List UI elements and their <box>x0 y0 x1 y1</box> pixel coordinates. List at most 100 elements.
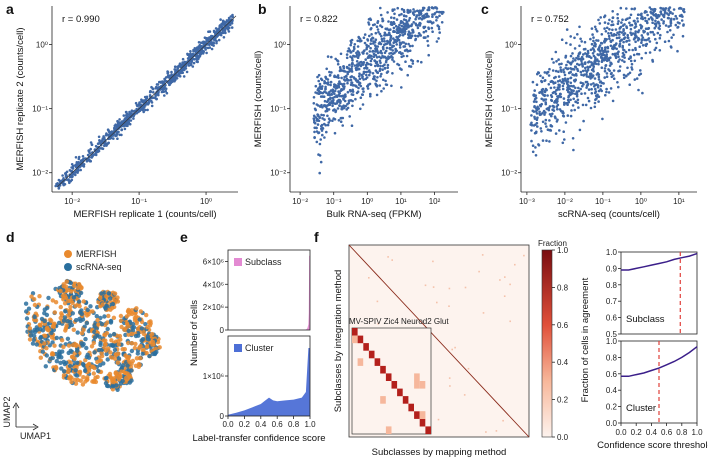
scatter-point <box>361 93 365 96</box>
scatter-point <box>621 59 624 62</box>
umap-point <box>134 306 139 311</box>
umap-point <box>72 283 77 289</box>
umap-point <box>108 318 114 324</box>
heatmap-inset-diagonal-cell <box>352 328 358 336</box>
scatter-point <box>654 24 658 28</box>
umap-point <box>71 295 77 300</box>
scatter-point <box>382 37 386 40</box>
scatter-point <box>120 128 124 131</box>
umap-point <box>134 321 139 326</box>
scatter-point <box>598 22 602 25</box>
scatter-point <box>392 41 396 44</box>
scatter-point <box>345 77 349 81</box>
umap-point <box>145 336 150 341</box>
scatter-point <box>342 86 346 90</box>
scatter-point <box>600 54 603 58</box>
heatmap-inset-cell <box>357 358 364 366</box>
umap-point <box>62 301 68 306</box>
scatter-point <box>165 91 169 95</box>
scatter-point <box>199 41 203 44</box>
scatter-point <box>595 73 599 76</box>
colorbar-tick-label: 0.8 <box>557 283 569 292</box>
scatter-point <box>155 97 158 101</box>
scatter-point <box>629 55 632 58</box>
umap-point <box>24 309 29 314</box>
scatter-point <box>598 49 601 52</box>
scatter-point <box>555 101 558 104</box>
scatter-point <box>368 82 372 86</box>
x-tick-label: 0.6 <box>272 420 284 429</box>
scatter-point <box>630 7 634 11</box>
umap-point <box>105 320 110 325</box>
scatter-point <box>437 27 441 31</box>
scatter-point <box>363 41 367 45</box>
umap-point <box>129 348 135 354</box>
umap-point <box>66 367 72 373</box>
scatter-point <box>659 33 662 37</box>
scatter-point <box>592 65 595 68</box>
umap-point <box>103 348 109 353</box>
scatter-point <box>90 156 93 159</box>
scatter-point <box>407 19 411 22</box>
scatter-point <box>540 130 543 133</box>
umap-point <box>145 324 150 330</box>
scatter-point <box>404 42 408 46</box>
scatter-point <box>611 99 615 103</box>
scatter-point <box>402 54 405 58</box>
scatter-point <box>612 77 616 80</box>
scatter-point <box>330 92 333 96</box>
scatter-point <box>585 55 589 58</box>
scatter-point <box>596 58 599 61</box>
scatter-point <box>327 108 331 111</box>
scatter-point <box>650 8 653 11</box>
scatter-point <box>321 133 324 137</box>
umap-point <box>96 368 101 374</box>
scatter-point <box>529 123 532 126</box>
umap-point <box>50 298 55 303</box>
scatter-point <box>173 77 177 81</box>
x-tick-label-c: 10⁰ <box>635 197 647 206</box>
scatter-point <box>554 69 558 73</box>
scatter-point <box>62 183 65 187</box>
scatter-point <box>572 89 575 92</box>
umap-point <box>80 382 86 387</box>
scatter-point <box>159 81 163 84</box>
scatter-point <box>573 47 577 50</box>
scatter-point <box>555 120 559 123</box>
scatter-point <box>593 77 597 80</box>
scatter-point <box>612 69 616 72</box>
heatmap-cell <box>464 286 467 289</box>
scatter-point <box>572 68 576 71</box>
heatmap-inset-diagonal-cell <box>357 335 364 344</box>
umap-point <box>150 351 156 357</box>
umap-point <box>157 345 162 350</box>
scatter-point <box>435 10 439 14</box>
scatter-point <box>363 33 367 36</box>
umap-point <box>125 309 131 314</box>
scatter-point <box>609 72 613 76</box>
umap-point <box>59 311 64 316</box>
scatter-point <box>423 36 426 39</box>
scatter-point <box>398 46 402 49</box>
scatter-point <box>125 110 128 114</box>
scatter-point <box>346 106 350 110</box>
umap-point <box>27 326 33 331</box>
scatter-point <box>380 51 384 55</box>
umap-point <box>26 306 32 311</box>
scatter-point <box>112 137 115 140</box>
umap-point <box>73 343 79 348</box>
scatter-point <box>337 82 340 86</box>
scatter-point <box>683 10 686 14</box>
scatter-point <box>333 92 336 96</box>
heatmap-inset-cell <box>419 381 426 389</box>
scatter-point <box>330 100 334 103</box>
scatter-point <box>231 13 234 17</box>
umap-point <box>119 366 125 371</box>
scatter-point <box>584 69 587 72</box>
scatter-point <box>402 10 406 14</box>
scatter-point <box>400 86 403 89</box>
scatter-point <box>355 60 359 63</box>
scatter-point <box>208 30 212 33</box>
umap-point <box>107 296 113 301</box>
scatter-point <box>562 130 565 133</box>
